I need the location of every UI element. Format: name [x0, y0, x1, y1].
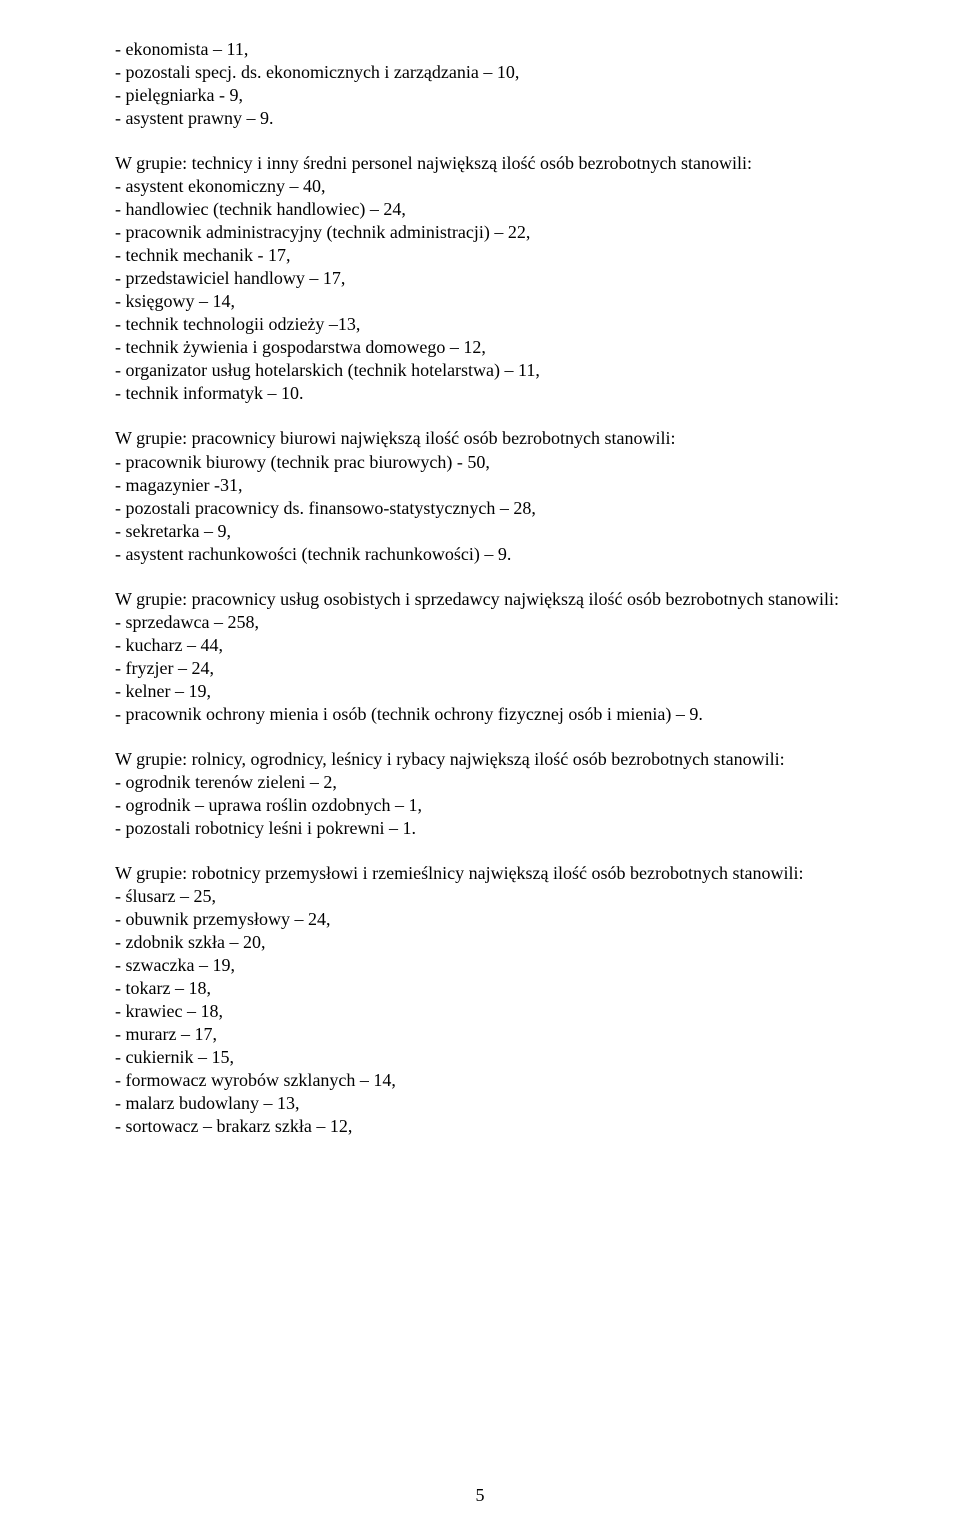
list-item: - ekonomista – 11, — [115, 38, 845, 61]
list-item: - przedstawiciel handlowy – 17, — [115, 267, 845, 290]
list-item: - fryzjer – 24, — [115, 657, 845, 680]
list-item: - obuwnik przemysłowy – 24, — [115, 908, 845, 931]
list-item: - technik żywienia i gospodarstwa domowe… — [115, 336, 845, 359]
list-item: - technik technologii odzieży –13, — [115, 313, 845, 336]
group-intro: W grupie: robotnicy przemysłowi i rzemie… — [115, 862, 845, 885]
list-item: - asystent prawny – 9. — [115, 107, 845, 130]
list-item: - magazynier -31, — [115, 474, 845, 497]
list-item: - pozostali pracownicy ds. finansowo-sta… — [115, 497, 845, 520]
list-item: - handlowiec (technik handlowiec) – 24, — [115, 198, 845, 221]
list-item: - technik informatyk – 10. — [115, 382, 845, 405]
group-3: W grupie: pracownicy biurowi największą … — [115, 427, 845, 565]
list-item: - cukiernik – 15, — [115, 1046, 845, 1069]
group-2: W grupie: technicy i inny średni persone… — [115, 152, 845, 405]
list-item: - asystent rachunkowości (technik rachun… — [115, 543, 845, 566]
list-item: - murarz – 17, — [115, 1023, 845, 1046]
list-item: - tokarz – 18, — [115, 977, 845, 1000]
list-item: - organizator usług hotelarskich (techni… — [115, 359, 845, 382]
list-item: - malarz budowlany – 13, — [115, 1092, 845, 1115]
list-item: - technik mechanik - 17, — [115, 244, 845, 267]
list-item: - formowacz wyrobów szklanych – 14, — [115, 1069, 845, 1092]
group-1: - ekonomista – 11, - pozostali specj. ds… — [115, 38, 845, 130]
list-item: - krawiec – 18, — [115, 1000, 845, 1023]
list-item: - sekretarka – 9, — [115, 520, 845, 543]
list-item: - pracownik administracyjny (technik adm… — [115, 221, 845, 244]
list-item: - pielęgniarka - 9, — [115, 84, 845, 107]
list-item: - pracownik biurowy (technik prac biurow… — [115, 451, 845, 474]
list-item: - szwaczka – 19, — [115, 954, 845, 977]
list-item: - księgowy – 14, — [115, 290, 845, 313]
group-intro: W grupie: pracownicy biurowi największą … — [115, 427, 845, 450]
list-item: - sprzedawca – 258, — [115, 611, 845, 634]
list-item: - asystent ekonomiczny – 40, — [115, 175, 845, 198]
group-6: W grupie: robotnicy przemysłowi i rzemie… — [115, 862, 845, 1138]
list-item: - pozostali robotnicy leśni i pokrewni –… — [115, 817, 845, 840]
group-intro: W grupie: technicy i inny średni persone… — [115, 152, 845, 175]
list-item: - ogrodnik – uprawa roślin ozdobnych – 1… — [115, 794, 845, 817]
list-item: - pracownik ochrony mienia i osób (techn… — [115, 703, 845, 726]
list-item: - zdobnik szkła – 20, — [115, 931, 845, 954]
list-item: - kelner – 19, — [115, 680, 845, 703]
list-item: - ogrodnik terenów zieleni – 2, — [115, 771, 845, 794]
group-intro: W grupie: pracownicy usług osobistych i … — [115, 588, 845, 611]
list-item: - pozostali specj. ds. ekonomicznych i z… — [115, 61, 845, 84]
group-5: W grupie: rolnicy, ogrodnicy, leśnicy i … — [115, 748, 845, 840]
list-item: - ślusarz – 25, — [115, 885, 845, 908]
group-4: W grupie: pracownicy usług osobistych i … — [115, 588, 845, 726]
group-intro: W grupie: rolnicy, ogrodnicy, leśnicy i … — [115, 748, 845, 771]
list-item: - kucharz – 44, — [115, 634, 845, 657]
page-number: 5 — [0, 1484, 960, 1507]
list-item: - sortowacz – brakarz szkła – 12, — [115, 1115, 845, 1138]
